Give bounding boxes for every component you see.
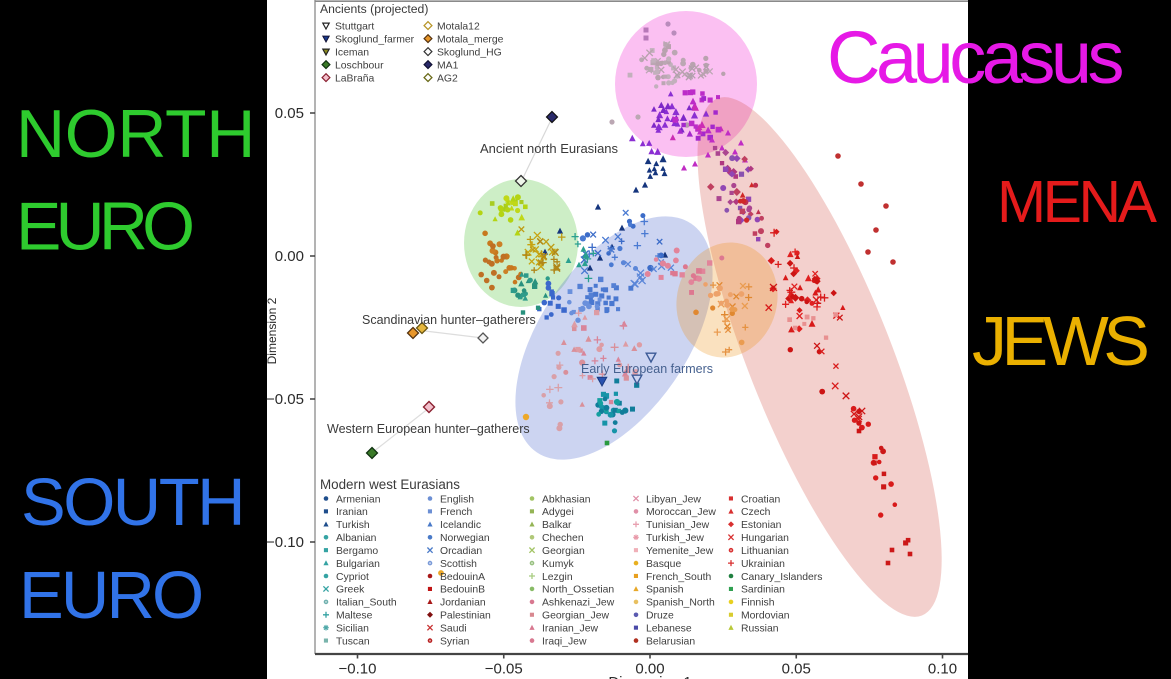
svg-text:Abkhasian: Abkhasian (542, 494, 591, 505)
svg-text:Spanish_North: Spanish_North (646, 598, 715, 609)
svg-text:Loschbour: Loschbour (335, 60, 384, 71)
svg-text:Sicilian: Sicilian (336, 624, 369, 635)
svg-text:Scottish: Scottish (440, 559, 477, 570)
svg-text:North_Ossetian: North_Ossetian (542, 585, 614, 596)
svg-text:Skoglund_farmer: Skoglund_farmer (335, 34, 415, 45)
svg-text:Palestinian: Palestinian (440, 611, 491, 622)
svg-text:0.05: 0.05 (782, 661, 811, 678)
svg-text:EURO: EURO (19, 558, 201, 633)
svg-text:English: English (440, 494, 474, 505)
svg-text:Iranian_Jew: Iranian_Jew (542, 624, 599, 635)
svg-text:Yemenite_Jew: Yemenite_Jew (646, 546, 714, 557)
svg-text:−0.05: −0.05 (485, 661, 523, 678)
svg-text:Modern west Eurasians: Modern west Eurasians (320, 477, 460, 492)
svg-text:Armenian: Armenian (336, 494, 381, 505)
svg-text:Libyan_Jew: Libyan_Jew (646, 494, 701, 505)
svg-text:Greek: Greek (336, 585, 365, 596)
svg-text:Tunisian_Jew: Tunisian_Jew (646, 520, 710, 531)
svg-text:French: French (440, 507, 473, 518)
svg-text:Early European farmers: Early European farmers (581, 362, 713, 376)
svg-text:Albanian: Albanian (336, 533, 377, 544)
svg-text:Druze: Druze (646, 611, 674, 622)
svg-text:Kumyk: Kumyk (542, 559, 575, 570)
svg-text:Chechen: Chechen (542, 533, 584, 544)
svg-text:Russian: Russian (741, 624, 779, 635)
svg-text:LaBraña: LaBraña (335, 73, 375, 84)
svg-text:Icelandic: Icelandic (440, 520, 481, 531)
svg-text:NORTH: NORTH (16, 96, 255, 172)
svg-text:Turkish_Jew: Turkish_Jew (646, 533, 704, 544)
svg-text:Bergamo: Bergamo (336, 546, 378, 557)
svg-text:Western European hunter–gather: Western European hunter–gatherers (327, 422, 530, 436)
svg-text:Scandinavian hunter–gatherers: Scandinavian hunter–gatherers (362, 313, 536, 327)
svg-text:Tuscan: Tuscan (336, 636, 370, 647)
svg-text:MA1: MA1 (437, 60, 459, 71)
svg-text:Ancients (projected): Ancients (projected) (320, 2, 428, 16)
svg-text:Hungarian: Hungarian (741, 533, 789, 544)
svg-text:Motala_merge: Motala_merge (437, 34, 504, 45)
svg-text:Spanish: Spanish (646, 585, 684, 596)
svg-text:Sardinian: Sardinian (741, 585, 785, 596)
svg-text:Canary_Islanders: Canary_Islanders (741, 572, 822, 583)
svg-text:Finnish: Finnish (741, 598, 775, 609)
svg-text:Basque: Basque (646, 559, 681, 570)
svg-text:Syrian: Syrian (440, 636, 470, 647)
svg-text:−0.10: −0.10 (266, 534, 304, 551)
svg-text:Iranian: Iranian (336, 507, 368, 518)
svg-text:Lithuanian: Lithuanian (741, 546, 789, 557)
svg-text:Turkish: Turkish (336, 520, 370, 531)
svg-text:Jordanian: Jordanian (440, 598, 486, 609)
svg-text:SOUTH: SOUTH (21, 465, 243, 540)
svg-text:Ancient north Eurasians: Ancient north Eurasians (480, 141, 619, 156)
svg-text:French_South: French_South (646, 572, 711, 583)
svg-text:Ukrainian: Ukrainian (741, 559, 785, 570)
svg-text:−0.10: −0.10 (339, 661, 377, 678)
svg-text:Cypriot: Cypriot (336, 572, 369, 583)
svg-text:0.10: 0.10 (928, 661, 957, 678)
svg-text:Georgian: Georgian (542, 546, 585, 557)
svg-text:Norwegian: Norwegian (440, 533, 490, 544)
svg-text:Stuttgart: Stuttgart (335, 21, 374, 32)
svg-text:Dimension 1: Dimension 1 (608, 674, 691, 679)
svg-text:AG2: AG2 (437, 73, 458, 84)
svg-text:Croatian: Croatian (741, 494, 780, 505)
svg-text:Lebanese: Lebanese (646, 624, 692, 635)
svg-text:BedouinB: BedouinB (440, 585, 485, 596)
svg-text:Belarusian: Belarusian (646, 636, 695, 647)
svg-text:Ashkenazi_Jew: Ashkenazi_Jew (542, 598, 615, 609)
svg-text:Georgian_Jew: Georgian_Jew (542, 611, 609, 622)
svg-text:Estonian: Estonian (741, 520, 782, 531)
svg-text:Motala12: Motala12 (437, 21, 480, 32)
svg-text:Bulgarian: Bulgarian (336, 559, 380, 570)
svg-text:−0.05: −0.05 (266, 391, 304, 408)
svg-text:0.05: 0.05 (275, 105, 304, 122)
svg-text:Maltese: Maltese (336, 611, 373, 622)
svg-text:Adygei: Adygei (542, 507, 574, 518)
svg-text:Mordovian: Mordovian (741, 611, 790, 622)
svg-text:Italian_South: Italian_South (336, 598, 397, 609)
svg-text:Moroccan_Jew: Moroccan_Jew (646, 507, 716, 518)
svg-text:EURO: EURO (16, 189, 192, 265)
svg-text:0.00: 0.00 (635, 661, 664, 678)
svg-text:Czech: Czech (741, 507, 771, 518)
svg-text:Orcadian: Orcadian (440, 546, 482, 557)
svg-text:Saudi: Saudi (440, 624, 467, 635)
svg-text:Lezgin: Lezgin (542, 572, 573, 583)
svg-text:JEWS: JEWS (972, 302, 1147, 380)
svg-text:Iraqi_Jew: Iraqi_Jew (542, 636, 587, 647)
svg-text:Iceman: Iceman (335, 47, 369, 58)
svg-text:Skoglund_HG: Skoglund_HG (437, 47, 502, 58)
svg-text:Dimension 2: Dimension 2 (265, 297, 279, 364)
svg-text:Caucasus: Caucasus (827, 16, 1123, 99)
svg-text:MENA: MENA (997, 169, 1158, 235)
svg-text:Balkar: Balkar (542, 520, 572, 531)
svg-text:BedouinA: BedouinA (440, 572, 485, 583)
svg-text:0.00: 0.00 (275, 248, 304, 265)
